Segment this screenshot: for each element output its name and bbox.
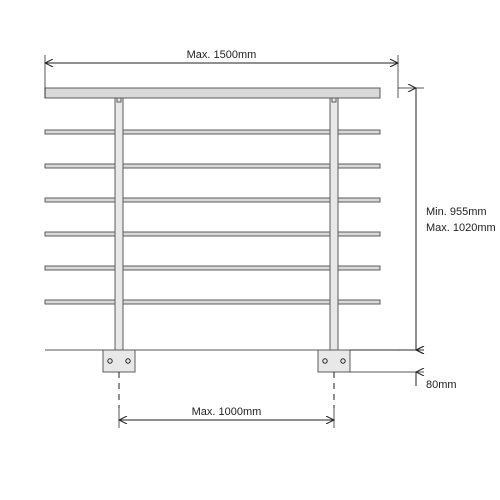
top-handrail xyxy=(45,88,380,98)
railing-dimension-diagram: Max. 1500mm Max. 1000mm Min. 955mm Max. 102… xyxy=(0,0,500,500)
post-cap-right xyxy=(332,98,336,102)
post-left xyxy=(115,98,123,350)
post-right xyxy=(330,98,338,350)
dim-height-min-label: Min. 955mm xyxy=(426,206,487,218)
dim-top-width-label: Max. 1500mm xyxy=(187,49,257,61)
dim-bottom-width-label: Max. 1000mm xyxy=(192,406,262,418)
dim-height-max-label: Max. 1020mm xyxy=(426,222,496,234)
dim-bracket-height-label: 80mm xyxy=(426,379,457,391)
post-cap-left xyxy=(117,98,121,102)
